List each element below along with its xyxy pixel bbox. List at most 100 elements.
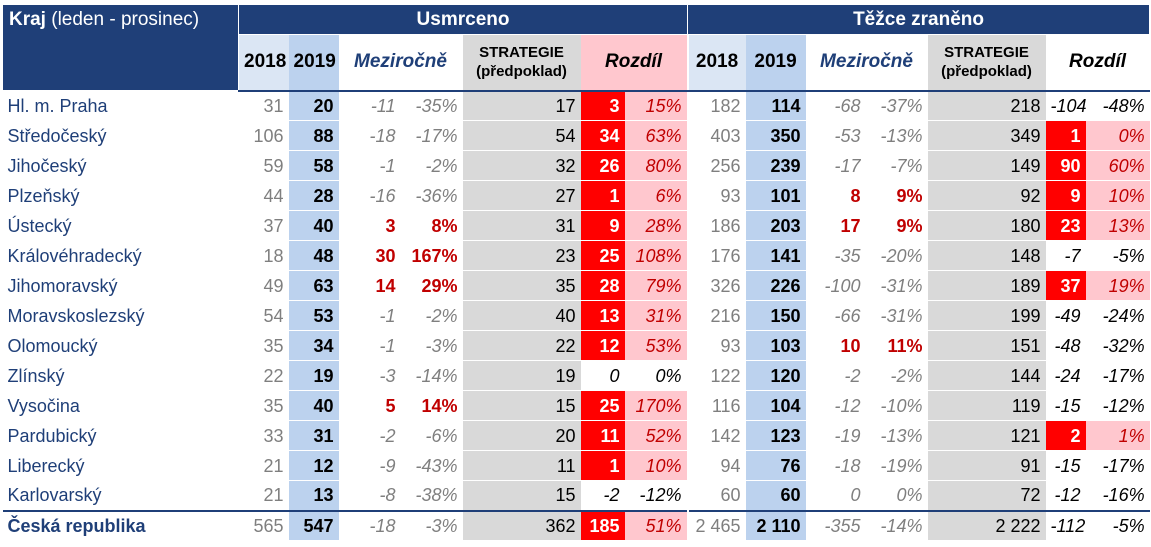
killed-yoy-pct-cell: -43%: [400, 450, 463, 481]
killed-2019-cell: 40: [288, 210, 339, 241]
region-cell: Zlínský: [2, 360, 239, 391]
killed-yoy-abs-cell: -9: [338, 450, 401, 481]
killed-2018-cell: 33: [238, 420, 289, 451]
table-row: Jihočeský 59 58 -1 -2% 32 26 80% 256 239 -17 -7% 149…: [2, 150, 1150, 181]
killed-2018-header: 2018: [238, 34, 289, 92]
killed-yoy-pct-cell: 167%: [400, 240, 463, 271]
killed-yoy-abs-cell: 3: [338, 210, 401, 241]
killed-2018-cell: 35: [238, 330, 289, 361]
injured-yoy-abs-cell: -18: [805, 450, 866, 481]
injured-yoy-pct-cell: -13%: [865, 120, 928, 151]
injured-diff-header: Rozdíl: [1045, 34, 1150, 92]
kraj-label: Kraj: [9, 9, 46, 30]
injured-yoy-abs-cell: -53: [805, 120, 866, 151]
killed-diff-pct-cell: 10%: [624, 450, 688, 481]
injured-yoy-abs-cell: -35: [805, 240, 866, 271]
killed-2019-cell: 58: [288, 150, 339, 181]
killed-diff-pct-cell: 80%: [624, 150, 688, 181]
injured-2019-cell: 76: [745, 450, 806, 481]
injured-yoy-abs-cell: 0: [805, 480, 866, 511]
injured-yoy-pct-cell: -37%: [865, 90, 928, 121]
killed-diff-cell: 25: [580, 240, 625, 271]
table-row: Hl. m. Praha 31 20 -11 -35% 17 3 15% 182 114 -68 -3…: [2, 90, 1150, 121]
injured-yoy-abs-cell: 8: [805, 180, 866, 211]
injured-yoy-abs-cell: 10: [805, 330, 866, 361]
injured-strategy-cell: 149: [927, 150, 1046, 181]
injured-diff-cell: -12: [1045, 480, 1086, 511]
killed-2018-cell: 106: [238, 120, 289, 151]
killed-2019-cell: 53: [288, 300, 339, 331]
injured-diff-cell: 9: [1045, 180, 1086, 211]
injured-yoy-pct-cell: -31%: [865, 270, 928, 301]
injured-yoy-abs-cell: -355: [805, 509, 866, 541]
killed-yoy-pct-cell: -6%: [400, 420, 463, 451]
injured-2018-cell: 93: [686, 330, 746, 361]
injured-yoy-pct-cell: 9%: [865, 180, 928, 211]
killed-2019-cell: 13: [288, 480, 339, 511]
injured-diff-cell: -48: [1045, 330, 1086, 361]
killed-2018-cell: 37: [238, 210, 289, 241]
region-cell: Olomoucký: [2, 330, 239, 361]
killed-diff-pct-cell: 0%: [624, 360, 688, 391]
killed-diff-cell: 1: [580, 450, 625, 481]
killed-yoy-abs-cell: -11: [338, 90, 401, 121]
killed-strategy-cell: 54: [462, 120, 581, 151]
killed-2018-cell: 49: [238, 270, 289, 301]
killed-strategy-cell: 22: [462, 330, 581, 361]
injured-yoy-pct-cell: -2%: [865, 360, 928, 391]
injured-2018-cell: 142: [686, 420, 746, 451]
injured-yoy-abs-cell: -68: [805, 90, 866, 121]
killed-diff-cell: 9: [580, 210, 625, 241]
injured-2019-cell: 114: [745, 90, 806, 121]
killed-diff-cell: -2: [580, 480, 625, 511]
injured-yoy-pct-cell: -31%: [865, 300, 928, 331]
killed-strategy-cell: 17: [462, 90, 581, 121]
injured-diff-cell: -49: [1045, 300, 1086, 331]
injured-2018-header: 2018: [686, 34, 746, 92]
injured-diff-pct-cell: 19%: [1085, 270, 1150, 301]
killed-yoy-pct-cell: -35%: [400, 90, 463, 121]
killed-strategy-cell: 40: [462, 300, 581, 331]
injured-strategy-cell: 218: [927, 90, 1046, 121]
injured-diff-cell: 37: [1045, 270, 1086, 301]
injured-strategy-cell: 349: [927, 120, 1046, 151]
injured-strategy-cell: 121: [927, 420, 1046, 451]
killed-diff-pct-cell: 51%: [624, 509, 688, 541]
injured-diff-cell: -104: [1045, 90, 1086, 121]
injured-diff-pct-cell: 60%: [1085, 150, 1150, 181]
injured-2018-cell: 116: [686, 390, 746, 421]
killed-yoy-abs-cell: -3: [338, 360, 401, 391]
region-cell: Vysočina: [2, 390, 239, 421]
killed-2019-cell: 12: [288, 450, 339, 481]
region-cell: Královéhradecký: [2, 240, 239, 271]
killed-diff-cell: 13: [580, 300, 625, 331]
killed-diff-cell: 26: [580, 150, 625, 181]
killed-diff-pct-cell: 6%: [624, 180, 688, 211]
killed-2018-cell: 35: [238, 390, 289, 421]
injured-yoy-pct-cell: -13%: [865, 420, 928, 451]
group-header-row: Kraj (leden - prosinec) Usmrceno Těžce z…: [2, 4, 1151, 91]
injured-yoy-pct-cell: -20%: [865, 240, 928, 271]
killed-diff-cell: 11: [580, 420, 625, 451]
killed-2018-cell: 54: [238, 300, 289, 331]
injured-strategy-cell: 92: [927, 180, 1046, 211]
killed-yoy-pct-cell: 14%: [400, 390, 463, 421]
killed-yoy-pct-cell: -36%: [400, 180, 463, 211]
killed-yoy-abs-cell: -18: [338, 509, 401, 541]
table-row: Liberecký 21 12 -9 -43% 11 1 10% 94 76 -18 -19% 91 -1…: [2, 450, 1150, 481]
injured-diff-pct-cell: -12%: [1085, 390, 1150, 421]
injured-2019-cell: 101: [745, 180, 806, 211]
injured-yoy-pct-cell: -10%: [865, 390, 928, 421]
killed-strategy-header: STRATEGIE (předpoklad): [462, 34, 581, 92]
injured-diff-pct-cell: -17%: [1085, 360, 1150, 391]
injured-group-header: Těžce zraněno: [687, 4, 1151, 35]
killed-strategy-cell: 362: [462, 509, 581, 541]
killed-yoy-pct-cell: -14%: [400, 360, 463, 391]
killed-yoy-pct-cell: -17%: [400, 120, 463, 151]
injured-2019-cell: 203: [745, 210, 806, 241]
killed-diff-pct-cell: 52%: [624, 420, 688, 451]
road-accidents-table: Kraj (leden - prosinec) Usmrceno Těžce z…: [2, 4, 1151, 541]
killed-strategy-cell: 20: [462, 420, 581, 451]
killed-yoy-pct-cell: 29%: [400, 270, 463, 301]
injured-2018-cell: 94: [686, 450, 746, 481]
